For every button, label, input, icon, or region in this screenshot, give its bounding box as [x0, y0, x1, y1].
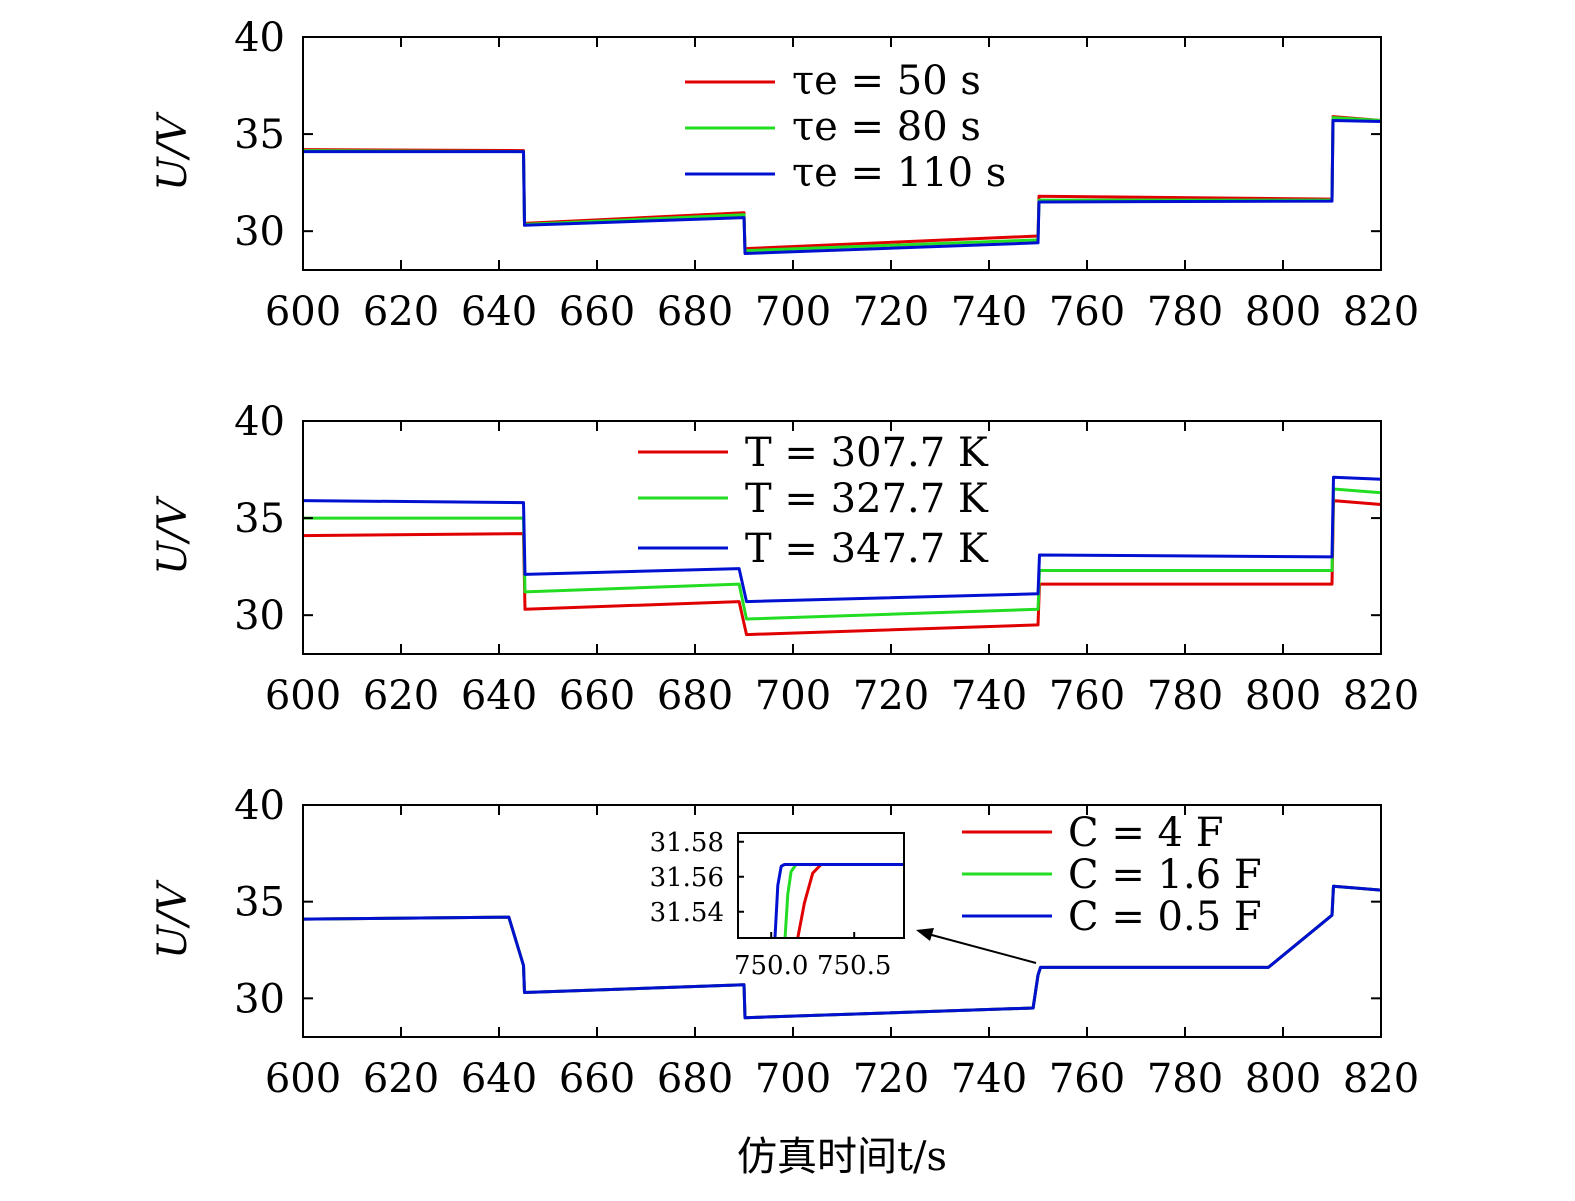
- ticks-2: 600 620 640 660 680 700 720 740 760 780 800 820 30 35…: [234, 399, 1419, 719]
- inset-x-tick-label: 750.0: [734, 951, 808, 981]
- panel-2: U/V 600 620 640 660 680 700 720 740 760 780 800 820…: [150, 399, 1419, 719]
- ylabel-3: U/V: [150, 879, 196, 959]
- axes-frame-1: [302, 36, 1382, 271]
- plot-area-3: [302, 884, 1382, 1020]
- x-tick-label: 640: [461, 289, 537, 335]
- x-tick-label: 820: [1343, 1056, 1419, 1102]
- panel-3: U/V 600 620 640 660 680 700 720 740 760 780 800 820…: [150, 783, 1419, 1102]
- y-tick-label: 30: [234, 593, 285, 639]
- x-tick-label: 740: [951, 1056, 1027, 1102]
- x-tick-label: 780: [1147, 289, 1223, 335]
- plot-area-1: [302, 115, 1382, 255]
- x-tick-label: 620: [363, 1056, 439, 1102]
- x-tick-label: 780: [1147, 1056, 1223, 1102]
- x-tick-label: 600: [265, 1056, 341, 1102]
- legend-label-tau110: τe = 110 s: [792, 150, 1006, 196]
- legend-label-T347: T = 347.7 K: [745, 526, 989, 572]
- legend-label-C1_6: C = 1.6 F: [1068, 852, 1262, 898]
- inset-series-line-3: [773, 863, 904, 938]
- series-line-1-3: [303, 119, 1382, 255]
- inset-y-tick-label: 31.54: [650, 898, 724, 928]
- legend-2: T = 307.7 K T = 327.7 K T = 347.7 K: [638, 430, 989, 572]
- ylabel-1: U/V: [150, 111, 196, 191]
- x-tick-label: 660: [559, 673, 635, 719]
- x-tick-label: 780: [1147, 673, 1223, 719]
- y-tick-label: 40: [234, 783, 285, 829]
- panel-1: U/V 600 620 640 660 680 700 720 740 760 780 800 820…: [150, 15, 1419, 335]
- legend-label-C0_5: C = 0.5 F: [1068, 894, 1262, 940]
- axes-frame-3: [302, 804, 1382, 1038]
- inset-background: [738, 833, 904, 938]
- x-tick-label: 820: [1343, 289, 1419, 335]
- x-tick-label: 760: [1049, 673, 1125, 719]
- x-tick-label: 740: [951, 673, 1027, 719]
- ticks-3: 600 620 640 660 680 700 720 740 760 780 800 820 30 35…: [234, 783, 1419, 1102]
- legend-3: C = 4 F C = 1.6 F C = 0.5 F: [962, 810, 1262, 940]
- x-tick-label: 800: [1245, 289, 1321, 335]
- legend-label-T327: T = 327.7 K: [745, 476, 989, 522]
- y-tick-label: 40: [234, 15, 285, 61]
- inset-frame: [737, 832, 905, 939]
- x-tick-label: 740: [951, 289, 1027, 335]
- legend-label-T307: T = 307.7 K: [745, 430, 989, 476]
- y-tick-label: 30: [234, 209, 285, 255]
- x-tick-label: 680: [657, 1056, 733, 1102]
- x-axis-title: 仿真时间t/s: [737, 1134, 947, 1180]
- legend-label-tau80: τe = 80 s: [792, 104, 981, 150]
- y-tick-label: 35: [234, 112, 285, 158]
- x-tick-label: 600: [265, 673, 341, 719]
- x-tick-label: 620: [363, 673, 439, 719]
- y-tick-label: 35: [234, 496, 285, 542]
- x-tick-label: 800: [1245, 673, 1321, 719]
- x-tick-label: 640: [461, 1056, 537, 1102]
- x-tick-label: 620: [363, 289, 439, 335]
- inset-zoom: 750.0 750.5 31.58 31.56 31.54: [650, 828, 905, 981]
- y-tick-label: 35: [234, 880, 285, 926]
- x-tick-label: 680: [657, 289, 733, 335]
- x-tick-label: 720: [853, 1056, 929, 1102]
- x-tick-label: 600: [265, 289, 341, 335]
- inset-arrow-line: [927, 933, 1037, 964]
- legend-label-tau50: τe = 50 s: [792, 58, 981, 104]
- legend-1: τe = 50 s τe = 80 s τe = 110 s: [685, 58, 1006, 196]
- y-tick-label: 40: [234, 399, 285, 445]
- x-tick-label: 660: [559, 1056, 635, 1102]
- x-tick-label: 720: [853, 673, 929, 719]
- axes-frame-2: [302, 420, 1382, 655]
- ticks-1: 600 620 640 660 680 700 720 740 760 780 800 820 30 35…: [234, 15, 1419, 335]
- ylabel-2: U/V: [150, 495, 196, 575]
- plot-area-2: [302, 475, 1382, 637]
- inset-x-tick-label: 750.5: [817, 951, 891, 981]
- inset-arrow: [916, 928, 1037, 964]
- x-tick-label: 660: [559, 289, 635, 335]
- x-tick-label: 800: [1245, 1056, 1321, 1102]
- x-tick-label: 640: [461, 673, 537, 719]
- inset-arrow-head: [916, 928, 934, 941]
- legend-label-C4: C = 4 F: [1068, 810, 1223, 856]
- inset-y-tick-label: 31.58: [650, 828, 724, 858]
- series-line-2-3: [302, 475, 1382, 604]
- x-tick-label: 760: [1049, 289, 1125, 335]
- y-tick-label: 30: [234, 976, 285, 1022]
- x-tick-label: 700: [755, 1056, 831, 1102]
- series-line-3-3: [302, 884, 1382, 1020]
- inset-y-tick-label: 31.56: [650, 863, 724, 893]
- x-tick-label: 700: [755, 289, 831, 335]
- x-tick-label: 760: [1049, 1056, 1125, 1102]
- x-tick-label: 680: [657, 673, 733, 719]
- x-tick-label: 700: [755, 673, 831, 719]
- x-tick-label: 720: [853, 289, 929, 335]
- x-tick-label: 820: [1343, 673, 1419, 719]
